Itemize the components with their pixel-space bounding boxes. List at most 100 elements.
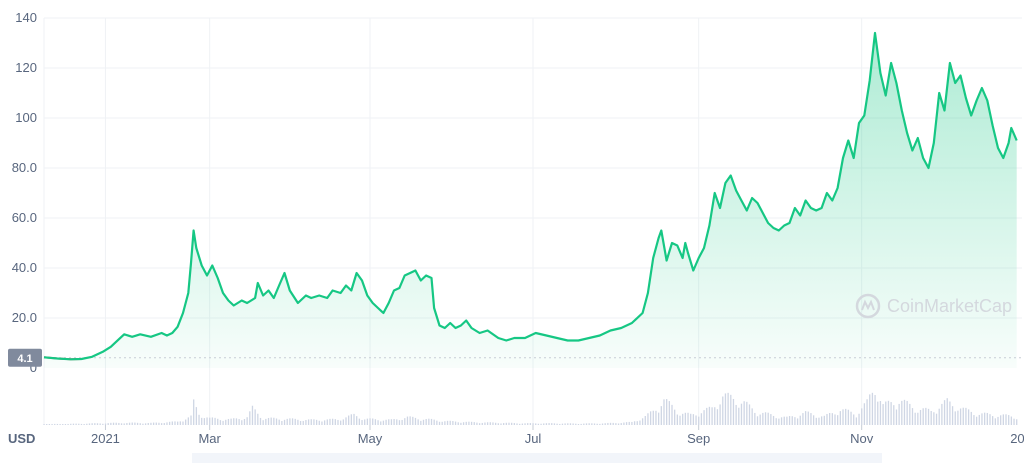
volume-bar [989, 414, 991, 425]
volume-bar [668, 401, 670, 425]
volume-bar [179, 421, 181, 425]
volume-bar [259, 417, 262, 425]
volume-bar [759, 414, 761, 425]
volume-bar [323, 420, 326, 425]
volume-bar [436, 420, 438, 425]
volume-bar [404, 418, 406, 425]
volume-bar [636, 421, 638, 425]
volume-bar [978, 414, 980, 425]
volume-bar [738, 407, 740, 425]
volume-bar [78, 423, 80, 425]
volume-bar [529, 423, 532, 425]
volume-bar [171, 421, 173, 425]
x-tick-label: May [358, 431, 383, 446]
volume-bar [810, 413, 812, 425]
volume-bar [99, 423, 101, 425]
x-tick-label: 2022 [1010, 431, 1024, 446]
volume-bar [160, 423, 163, 425]
volume-bar [468, 421, 470, 425]
volume-bar [620, 423, 622, 425]
x-tick-label: Mar [198, 431, 221, 446]
volume-bar [206, 417, 208, 425]
volume-bar [294, 418, 296, 425]
volume-bar [177, 421, 179, 425]
volume-bar [572, 423, 574, 425]
volume-bar [102, 423, 104, 425]
volume-bar [500, 423, 502, 425]
volume-bar [703, 410, 705, 425]
volume-bar [628, 421, 630, 425]
volume-bar [353, 413, 355, 425]
volume-bar [318, 420, 320, 425]
y-tick-label: 60.0 [12, 210, 37, 225]
volume-bar [128, 422, 131, 425]
volume-bar [72, 423, 75, 425]
volume-bar [369, 418, 371, 425]
range-navigator[interactable] [192, 453, 882, 463]
volume-bar [767, 412, 769, 425]
volume-bar [935, 413, 938, 425]
volume-bar [329, 418, 331, 425]
volume-bar [484, 422, 486, 425]
volume-bar [267, 417, 270, 425]
volume-bar [444, 421, 446, 425]
volume-bar [772, 415, 775, 425]
volume-bar [853, 414, 855, 425]
volume-bar [75, 423, 77, 425]
volume-bar [519, 423, 521, 425]
volume-bar [575, 423, 577, 425]
volume-bar [992, 416, 994, 425]
volume-bar [893, 405, 895, 425]
volume-bar [780, 417, 783, 425]
x-tick-label: Nov [850, 431, 874, 446]
volume-bar [994, 418, 996, 425]
volume-bar [131, 422, 133, 425]
volume-bar [577, 424, 580, 425]
volume-bar [297, 419, 299, 425]
volume-bar [845, 408, 847, 425]
volume-bars [43, 392, 1018, 425]
volume-bar [748, 404, 751, 425]
volume-bar [155, 422, 157, 425]
volume-bar [278, 419, 280, 425]
volume-bar [588, 423, 590, 425]
volume-bar [901, 400, 903, 425]
volume-bar [107, 423, 109, 425]
volume-bar [615, 423, 617, 425]
volume-bar [110, 422, 112, 425]
volume-bar [136, 422, 139, 425]
volume-bar [503, 423, 505, 425]
volume-bar [168, 421, 171, 425]
volume-bar [837, 415, 839, 425]
volume-bar [914, 412, 916, 425]
volume-bar [596, 423, 598, 425]
volume-bar [823, 415, 825, 425]
volume-bar [887, 400, 890, 425]
volume-bar [508, 422, 510, 425]
volume-bar [497, 423, 499, 425]
volume-bar [315, 419, 318, 425]
volume-bar [983, 412, 986, 425]
volume-bar [374, 419, 377, 425]
volume-bar [858, 413, 860, 425]
volume-bar [302, 420, 304, 425]
volume-bar [561, 423, 564, 425]
volume-bar [190, 415, 192, 425]
volume-bar [762, 412, 764, 425]
volume-bar [716, 409, 719, 425]
volume-bar [540, 423, 542, 425]
volume-bar [486, 422, 489, 425]
volume-bar [350, 414, 352, 425]
volume-bar [406, 416, 409, 425]
volume-bar [671, 404, 673, 425]
volume-bar [786, 416, 788, 425]
volume-bar [957, 410, 959, 425]
volume-bar [462, 422, 465, 425]
volume-bar [214, 417, 216, 425]
volume-bar [647, 413, 649, 425]
volume-bar [217, 418, 219, 425]
volume-bar [962, 407, 964, 425]
volume-bar [513, 423, 515, 425]
volume-bar [219, 420, 222, 425]
volume-bar [441, 421, 443, 425]
